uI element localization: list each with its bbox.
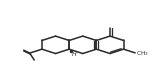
Text: H: H — [72, 52, 77, 57]
Text: CH$_3$: CH$_3$ — [136, 49, 149, 58]
